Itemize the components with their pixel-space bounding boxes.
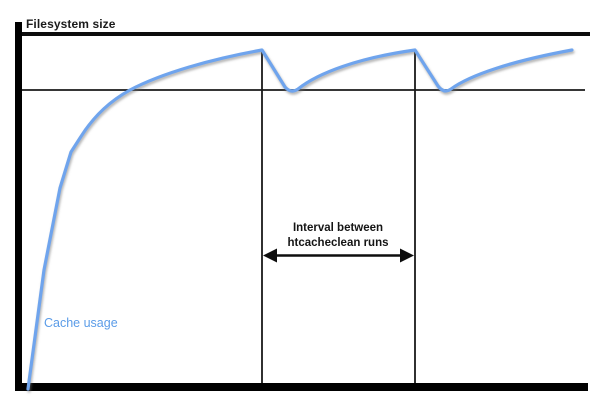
interval-label-line1: Interval between	[293, 222, 383, 234]
interval-label-line2: htcacheclean runs	[288, 237, 389, 249]
filesystem-size-label: Filesystem size	[26, 17, 116, 31]
x-axis	[15, 383, 588, 391]
y-axis	[15, 22, 22, 391]
interval-arrow-left-head	[263, 248, 277, 263]
cache-usage-curve	[26, 48, 574, 391]
interval-arrow-right-head	[400, 248, 414, 263]
cache-usage-label: Cache usage	[44, 316, 118, 330]
